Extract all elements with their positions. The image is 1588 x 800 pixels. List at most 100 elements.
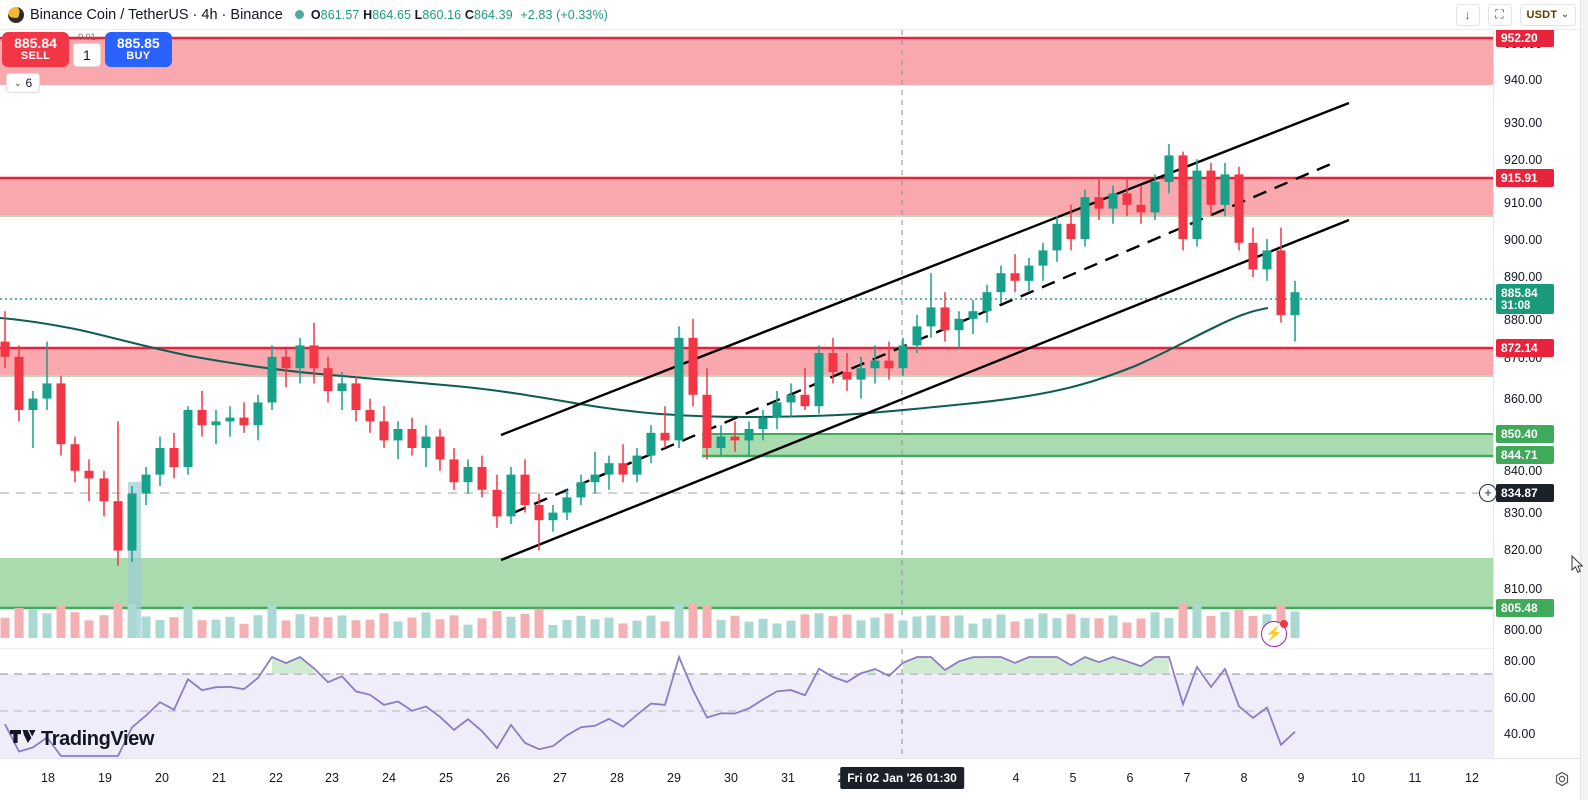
price-chart-pane[interactable]	[0, 30, 1493, 638]
channel-lower-line	[500, 218, 1350, 562]
candle-body	[982, 292, 992, 312]
lightning-alert-icon[interactable]: ⚡	[1261, 620, 1288, 647]
price-level-tag[interactable]: 915.91	[1496, 169, 1554, 187]
candle-body	[1150, 182, 1160, 213]
candle-body	[772, 402, 782, 418]
volume-bar	[660, 621, 670, 638]
volume-bar	[0, 617, 10, 638]
time-axis[interactable]: 1819202122232425262728293031245678910111…	[0, 758, 1580, 800]
volume-bar	[70, 612, 80, 638]
price-level-tag[interactable]: 872.14	[1496, 339, 1554, 357]
volume-bar	[169, 617, 179, 638]
candle-body	[337, 383, 347, 391]
price-tick-label: 830.00	[1504, 506, 1543, 520]
candle-body	[884, 360, 894, 369]
quantity-stepper[interactable]: 0.01 1	[73, 32, 101, 67]
fullscreen-icon[interactable]: ⛶	[1487, 3, 1512, 26]
candle-body	[295, 345, 305, 369]
time-tick-label: 9	[1297, 771, 1305, 785]
volume-bar	[463, 624, 473, 638]
candle-body	[814, 353, 824, 407]
buy-label: BUY	[126, 49, 151, 62]
price-tick-label: 910.00	[1504, 196, 1543, 210]
trading-order-panel: 885.84 SELL 0.01 1 885.85 BUY	[2, 32, 172, 68]
candle-body	[253, 402, 263, 426]
high-value: 864.65	[372, 7, 412, 22]
lots-selector[interactable]: ⌄ 6	[6, 73, 41, 93]
time-tick-label: 12	[1465, 771, 1479, 785]
time-tick-label: 4	[1012, 771, 1020, 785]
time-tick-label: 7	[1183, 771, 1191, 785]
quantity-input[interactable]: 1	[73, 43, 101, 67]
chart-header-toolbar: Binance Coin / TetherUS · 4h · Binance O…	[0, 0, 1588, 30]
price-chart-canvas	[0, 30, 1493, 638]
volume-bar	[548, 624, 558, 638]
rsi-tick-label: 40.00	[1504, 727, 1536, 741]
price-level-tag[interactable]: 805.48	[1496, 599, 1554, 617]
sell-price: 885.84	[14, 35, 57, 51]
candle-body	[421, 436, 431, 448]
candle-body	[155, 448, 165, 475]
candle-body	[197, 410, 207, 426]
candle-body	[70, 444, 80, 471]
candle-body	[842, 372, 852, 380]
volume-bar	[351, 620, 361, 638]
candle-body	[786, 394, 796, 403]
timezone-clock-icon[interactable]	[1554, 771, 1570, 787]
price-level-tag[interactable]: 844.71	[1496, 446, 1554, 464]
volume-bar	[56, 605, 66, 638]
currency-selector[interactable]: USDT ⌄	[1519, 3, 1576, 26]
volume-bar	[42, 613, 52, 638]
time-tick-label: 20	[155, 771, 169, 785]
candle-body	[1038, 250, 1048, 266]
rsi-indicator-pane[interactable]	[0, 648, 1493, 759]
candle-body	[996, 273, 1006, 293]
price-tick-label: 940.00	[1504, 73, 1543, 87]
candle-body	[183, 410, 193, 467]
time-tick-label: 10	[1351, 771, 1365, 785]
download-icon[interactable]: ↓	[1455, 3, 1480, 26]
price-level-tag[interactable]: 850.40	[1496, 425, 1554, 443]
current-price-tag[interactable]: 885.84 31:08	[1496, 284, 1554, 314]
currency-label: USDT	[1526, 8, 1558, 21]
candle-body	[477, 467, 487, 490]
volume-bar	[688, 604, 698, 638]
time-tick-label: 25	[439, 771, 453, 785]
candle-body	[211, 421, 221, 426]
price-tick-label: 800.00	[1504, 623, 1543, 637]
time-tick-label: 21	[212, 771, 226, 785]
add-alert-icon[interactable]: +	[1479, 484, 1497, 502]
volume-bar	[295, 614, 305, 638]
buy-button[interactable]: 885.85 BUY	[104, 32, 172, 68]
candle-body	[1010, 273, 1020, 281]
rsi-tick-label: 80.00	[1504, 654, 1536, 668]
symbol-title[interactable]: Binance Coin / TetherUS · 4h · Binance	[30, 6, 283, 23]
candle-body	[1108, 193, 1118, 209]
vertical-scrollbar[interactable]	[1580, 0, 1588, 800]
candle-body	[449, 459, 459, 483]
candle-body	[646, 432, 656, 456]
candle-body	[688, 337, 698, 395]
price-axis[interactable]: 950.00940.00930.00920.00910.00900.00890.…	[1479, 29, 1580, 758]
candle-body	[1136, 204, 1146, 213]
volume-bar	[730, 615, 740, 638]
candle-body	[660, 432, 670, 441]
price-level-tag[interactable]: 952.20	[1496, 29, 1554, 47]
price-tick-label: 840.00	[1504, 464, 1543, 478]
ohlc-legend: O861.57 H864.65 L860.16 C864.39 +2.83 (+…	[311, 8, 608, 22]
volume-bar	[1290, 611, 1300, 638]
tradingview-watermark: TradingView	[10, 727, 154, 751]
volume-bar	[744, 621, 754, 638]
volume-bar	[1024, 618, 1034, 638]
time-tick-label: 24	[382, 771, 396, 785]
tradingview-label: TradingView	[41, 727, 155, 750]
sell-button[interactable]: 885.84 SELL	[2, 32, 69, 68]
volume-bar	[590, 619, 600, 638]
candle-body	[127, 493, 137, 551]
buy-price: 885.85	[116, 35, 160, 51]
volume-bar	[1164, 618, 1174, 638]
candle-body	[309, 345, 319, 369]
candle-body	[604, 463, 614, 475]
low-label: L	[414, 7, 423, 22]
